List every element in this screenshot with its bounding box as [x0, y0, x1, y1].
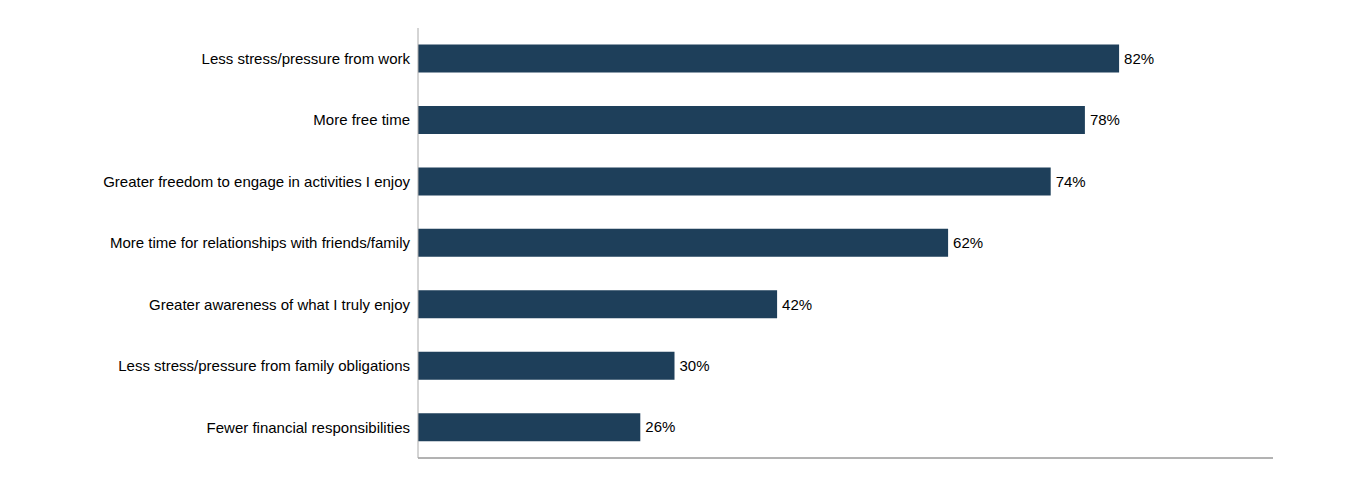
- svg-text:More time for relationships wi: More time for relationships with friends…: [110, 234, 411, 251]
- svg-text:74%: 74%: [1056, 173, 1086, 190]
- svg-text:Greater awareness of what I tr: Greater awareness of what I truly enjoy: [149, 296, 410, 313]
- svg-text:62%: 62%: [953, 234, 983, 251]
- svg-text:More free time: More free time: [313, 111, 410, 128]
- svg-text:Greater freedom to engage in a: Greater freedom to engage in activities …: [103, 173, 410, 190]
- svg-text:Fewer financial responsibiliti: Fewer financial responsibilities: [207, 419, 410, 436]
- svg-text:82%: 82%: [1124, 50, 1154, 67]
- svg-text:78%: 78%: [1090, 111, 1120, 128]
- svg-text:26%: 26%: [645, 418, 675, 435]
- svg-text:30%: 30%: [680, 357, 710, 374]
- svg-text:Less stress/pressure from fami: Less stress/pressure from family obligat…: [118, 357, 410, 374]
- svg-text:Less stress/pressure from work: Less stress/pressure from work: [202, 50, 411, 67]
- svg-text:42%: 42%: [782, 296, 812, 313]
